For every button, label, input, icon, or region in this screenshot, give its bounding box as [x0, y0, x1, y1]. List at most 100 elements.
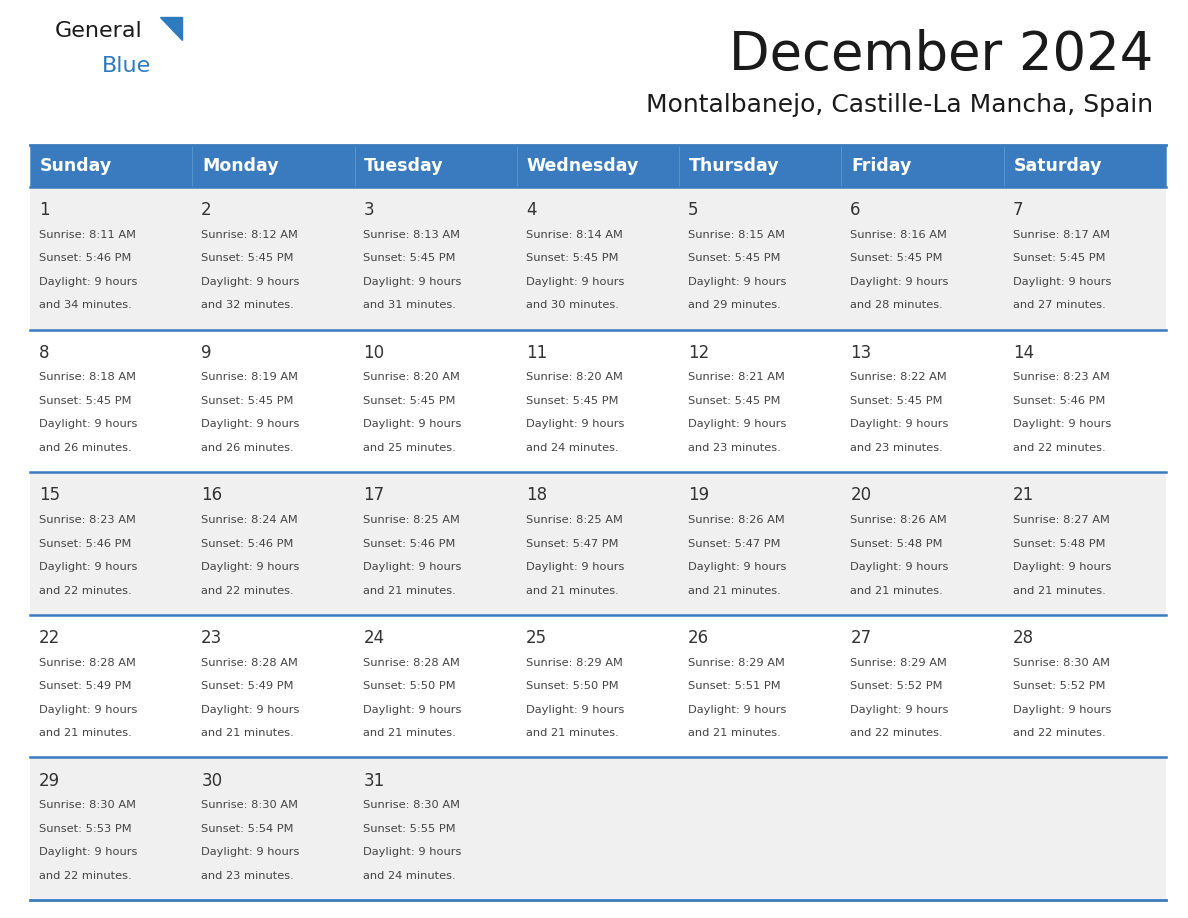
- Text: and 24 minutes.: and 24 minutes.: [526, 443, 619, 453]
- Text: Sunset: 5:46 PM: Sunset: 5:46 PM: [364, 539, 456, 549]
- Text: Daylight: 9 hours: Daylight: 9 hours: [364, 277, 462, 286]
- Text: Daylight: 9 hours: Daylight: 9 hours: [1012, 705, 1111, 714]
- Text: Sunset: 5:48 PM: Sunset: 5:48 PM: [851, 539, 943, 549]
- Text: 22: 22: [39, 629, 61, 647]
- Text: Daylight: 9 hours: Daylight: 9 hours: [364, 562, 462, 572]
- Text: 13: 13: [851, 344, 872, 362]
- Text: and 22 minutes.: and 22 minutes.: [1012, 728, 1105, 738]
- Text: Sunrise: 8:14 AM: Sunrise: 8:14 AM: [526, 230, 623, 240]
- Text: Sunset: 5:47 PM: Sunset: 5:47 PM: [688, 539, 781, 549]
- Text: Sunrise: 8:11 AM: Sunrise: 8:11 AM: [39, 230, 135, 240]
- Text: Saturday: Saturday: [1013, 157, 1102, 175]
- Text: 24: 24: [364, 629, 385, 647]
- Text: Sunset: 5:45 PM: Sunset: 5:45 PM: [1012, 253, 1105, 263]
- Text: Daylight: 9 hours: Daylight: 9 hours: [201, 277, 299, 286]
- Text: Daylight: 9 hours: Daylight: 9 hours: [201, 562, 299, 572]
- Text: Thursday: Thursday: [689, 157, 779, 175]
- Text: Sunrise: 8:24 AM: Sunrise: 8:24 AM: [201, 515, 298, 525]
- Text: and 26 minutes.: and 26 minutes.: [39, 443, 132, 453]
- Text: Sunset: 5:46 PM: Sunset: 5:46 PM: [201, 539, 293, 549]
- Text: Sunrise: 8:13 AM: Sunrise: 8:13 AM: [364, 230, 461, 240]
- Text: and 21 minutes.: and 21 minutes.: [851, 586, 943, 596]
- Text: and 34 minutes.: and 34 minutes.: [39, 300, 132, 310]
- Bar: [192, 145, 354, 187]
- Text: Sunset: 5:45 PM: Sunset: 5:45 PM: [364, 396, 456, 406]
- Text: and 21 minutes.: and 21 minutes.: [364, 586, 456, 596]
- Text: 27: 27: [851, 629, 872, 647]
- Text: Daylight: 9 hours: Daylight: 9 hours: [39, 705, 138, 714]
- Text: and 22 minutes.: and 22 minutes.: [1012, 443, 1105, 453]
- Text: Tuesday: Tuesday: [365, 157, 444, 175]
- Text: and 21 minutes.: and 21 minutes.: [39, 728, 132, 738]
- Text: Daylight: 9 hours: Daylight: 9 hours: [526, 277, 624, 286]
- Text: Sunset: 5:49 PM: Sunset: 5:49 PM: [201, 681, 293, 691]
- Text: Sunset: 5:45 PM: Sunset: 5:45 PM: [39, 396, 132, 406]
- Text: Sunrise: 8:30 AM: Sunrise: 8:30 AM: [1012, 657, 1110, 667]
- Text: 30: 30: [201, 772, 222, 789]
- Text: 5: 5: [688, 201, 699, 219]
- Text: and 21 minutes.: and 21 minutes.: [201, 728, 293, 738]
- Text: Sunrise: 8:29 AM: Sunrise: 8:29 AM: [526, 657, 623, 667]
- Text: 3: 3: [364, 201, 374, 219]
- Text: Monday: Monday: [202, 157, 279, 175]
- Text: Blue: Blue: [102, 56, 152, 76]
- Text: Sunset: 5:45 PM: Sunset: 5:45 PM: [851, 396, 943, 406]
- Text: Sunset: 5:45 PM: Sunset: 5:45 PM: [851, 253, 943, 263]
- Text: Sunrise: 8:28 AM: Sunrise: 8:28 AM: [364, 657, 461, 667]
- Text: Daylight: 9 hours: Daylight: 9 hours: [526, 420, 624, 430]
- Text: Daylight: 9 hours: Daylight: 9 hours: [526, 705, 624, 714]
- Text: Sunrise: 8:17 AM: Sunrise: 8:17 AM: [1012, 230, 1110, 240]
- Text: Daylight: 9 hours: Daylight: 9 hours: [39, 277, 138, 286]
- Text: and 22 minutes.: and 22 minutes.: [851, 728, 943, 738]
- Text: Sunrise: 8:18 AM: Sunrise: 8:18 AM: [39, 373, 135, 383]
- Text: 1: 1: [39, 201, 50, 219]
- Text: and 29 minutes.: and 29 minutes.: [688, 300, 781, 310]
- Text: and 22 minutes.: and 22 minutes.: [201, 586, 293, 596]
- Text: Daylight: 9 hours: Daylight: 9 hours: [526, 562, 624, 572]
- Text: Daylight: 9 hours: Daylight: 9 hours: [688, 420, 786, 430]
- Text: Sunset: 5:45 PM: Sunset: 5:45 PM: [201, 396, 293, 406]
- Text: Sunrise: 8:25 AM: Sunrise: 8:25 AM: [526, 515, 623, 525]
- Text: Sunset: 5:45 PM: Sunset: 5:45 PM: [526, 396, 618, 406]
- Text: and 22 minutes.: and 22 minutes.: [39, 871, 132, 880]
- Text: Daylight: 9 hours: Daylight: 9 hours: [39, 420, 138, 430]
- Text: Daylight: 9 hours: Daylight: 9 hours: [688, 277, 786, 286]
- Text: 15: 15: [39, 487, 61, 505]
- Text: Daylight: 9 hours: Daylight: 9 hours: [39, 847, 138, 857]
- Text: 23: 23: [201, 629, 222, 647]
- Text: 4: 4: [526, 201, 536, 219]
- Bar: [30, 187, 1165, 330]
- Text: Sunrise: 8:20 AM: Sunrise: 8:20 AM: [526, 373, 623, 383]
- Text: Sunrise: 8:20 AM: Sunrise: 8:20 AM: [364, 373, 461, 383]
- Text: Sunset: 5:51 PM: Sunset: 5:51 PM: [688, 681, 781, 691]
- Text: Sunday: Sunday: [39, 157, 112, 175]
- Text: Sunrise: 8:25 AM: Sunrise: 8:25 AM: [364, 515, 461, 525]
- Text: Sunrise: 8:26 AM: Sunrise: 8:26 AM: [851, 515, 947, 525]
- Text: and 23 minutes.: and 23 minutes.: [851, 443, 943, 453]
- Text: and 32 minutes.: and 32 minutes.: [201, 300, 293, 310]
- Text: Sunset: 5:53 PM: Sunset: 5:53 PM: [39, 823, 132, 834]
- Bar: [30, 757, 1165, 900]
- Text: Daylight: 9 hours: Daylight: 9 hours: [1012, 562, 1111, 572]
- Text: 26: 26: [688, 629, 709, 647]
- Text: Sunset: 5:52 PM: Sunset: 5:52 PM: [1012, 681, 1105, 691]
- Text: Montalbanejo, Castille-La Mancha, Spain: Montalbanejo, Castille-La Mancha, Spain: [646, 93, 1154, 117]
- Text: Sunrise: 8:19 AM: Sunrise: 8:19 AM: [201, 373, 298, 383]
- Text: Sunset: 5:54 PM: Sunset: 5:54 PM: [201, 823, 293, 834]
- Text: Sunrise: 8:23 AM: Sunrise: 8:23 AM: [1012, 373, 1110, 383]
- Text: Sunset: 5:46 PM: Sunset: 5:46 PM: [39, 253, 132, 263]
- Text: Sunset: 5:50 PM: Sunset: 5:50 PM: [364, 681, 456, 691]
- Text: December 2024: December 2024: [728, 29, 1154, 81]
- Text: Sunrise: 8:22 AM: Sunrise: 8:22 AM: [851, 373, 947, 383]
- Text: 12: 12: [688, 344, 709, 362]
- Text: Sunset: 5:55 PM: Sunset: 5:55 PM: [364, 823, 456, 834]
- Text: Sunrise: 8:30 AM: Sunrise: 8:30 AM: [201, 800, 298, 811]
- Bar: [30, 145, 192, 187]
- Text: 31: 31: [364, 772, 385, 789]
- Text: 25: 25: [526, 629, 546, 647]
- Text: Sunrise: 8:12 AM: Sunrise: 8:12 AM: [201, 230, 298, 240]
- Text: and 21 minutes.: and 21 minutes.: [526, 728, 619, 738]
- Text: 7: 7: [1012, 201, 1023, 219]
- Text: Sunset: 5:49 PM: Sunset: 5:49 PM: [39, 681, 132, 691]
- Text: and 23 minutes.: and 23 minutes.: [201, 871, 293, 880]
